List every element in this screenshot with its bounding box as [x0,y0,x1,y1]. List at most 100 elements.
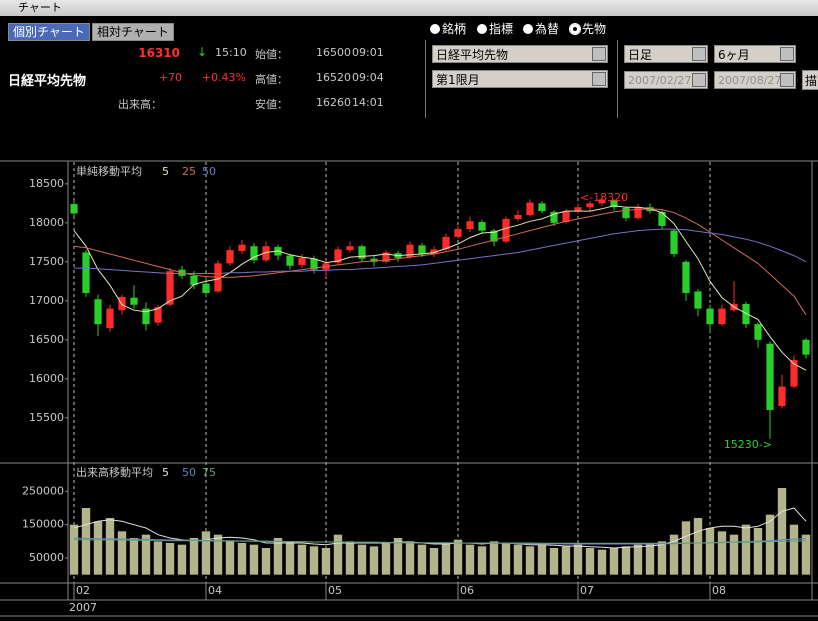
y-tick-label: 250000 [22,484,64,497]
candle-body [754,324,762,340]
volume-bar [201,531,211,575]
radio-label: 先物 [582,22,607,36]
open-time: 09:01 [352,46,384,59]
candle-body [718,308,726,325]
moving-average [73,208,807,316]
radio-dot [569,23,581,35]
contract-select[interactable]: 第1限月 [432,70,608,88]
moving-average [74,228,807,274]
tab[interactable]: 相対チャート [92,23,174,41]
low-time: 14:01 [352,96,384,109]
candle-body [586,203,594,208]
candle-body [238,244,246,251]
change: +70 [158,71,182,84]
volume-bar [561,546,571,575]
candle-body [94,299,102,325]
range-select[interactable]: 6ヶ月 [714,45,796,63]
time: 15:10 [215,46,247,59]
candle-body [250,246,258,261]
volume-bar [105,518,115,575]
period-select[interactable]: 日足 [624,45,708,63]
volume-bar [345,541,355,575]
volume-bar [789,524,799,575]
legend-entry: 25 [182,165,196,178]
volume-bar [81,508,91,575]
radio-label: 為替 [535,22,560,36]
candle-body [790,360,798,387]
volume-bar [153,541,163,575]
year-label: 2007 [69,601,97,614]
candle-body [562,211,570,223]
separator [617,40,618,118]
candle-body [526,202,534,216]
volume-bar [657,541,667,575]
candle-body [742,303,750,325]
volume-bar [513,544,523,575]
volume-bar [273,538,283,575]
volume-bar [633,544,643,575]
volume-bar [321,548,331,575]
candle-body [538,203,546,212]
candle-body [622,208,630,219]
legend-entry: 50 [182,466,196,479]
high: 16520 [316,71,351,84]
volume-bar [129,538,139,575]
y-tick-label: 17500 [29,255,64,268]
y-tick-label: 15500 [29,411,64,424]
candle-body [382,252,390,262]
candle-body [706,308,714,325]
radio[interactable]: 為替 [523,21,559,37]
y-tick-label: 18000 [29,216,64,229]
candle-body [310,258,318,270]
volume-bar [681,521,691,575]
symbol-select[interactable]: 日経平均先物 [432,45,608,63]
volume-bar [297,544,307,575]
candle-body [142,308,150,325]
y-tick-label: 17000 [29,294,64,307]
legend-entry: 5 [162,466,169,479]
volume-bar [741,524,751,575]
candle-body [166,271,174,305]
window-title: チャート [18,1,62,14]
high-time: 09:04 [352,71,384,84]
candle-body [82,252,90,294]
radio[interactable]: 指標 [477,21,513,37]
volume-bar [189,538,199,575]
candle-body [598,199,606,204]
volume-bar [249,544,259,575]
radio-dot [430,24,440,34]
volume-bar [381,543,391,575]
tab[interactable]: 個別チャート [8,23,90,41]
volume-bar [477,546,487,575]
moving-average [73,205,807,371]
candle-body [346,246,354,251]
volume-bar [237,543,247,575]
volume-bar [597,549,607,575]
candle-body [778,386,786,407]
radio[interactable]: 銘柄 [430,21,466,37]
candle-body [442,236,450,250]
candle-body [190,275,198,286]
volume-bar [177,544,187,575]
volume-bar [489,541,499,575]
candle-body [634,207,642,219]
volume-bar [465,544,475,575]
radio[interactable]: 先物 [569,21,607,37]
legend-title: 単純移動平均 [76,164,142,178]
draw-button[interactable]: 描 [802,70,818,90]
volume-label: 出来高： [118,98,162,111]
arrow: ↓ [197,45,208,59]
open-label: 始値： [255,48,288,61]
volume-bar [309,546,319,575]
volume-bar [669,534,679,575]
candle-body [490,230,498,242]
moving-average [74,539,807,544]
candle-body [202,283,210,294]
low-label: 安値： [255,98,288,111]
symbol-name: 日経平均先物 [8,74,87,89]
volume-bar [753,528,763,575]
volume-bar [525,546,535,575]
volume-bar [141,534,151,575]
candle-body [262,246,270,261]
